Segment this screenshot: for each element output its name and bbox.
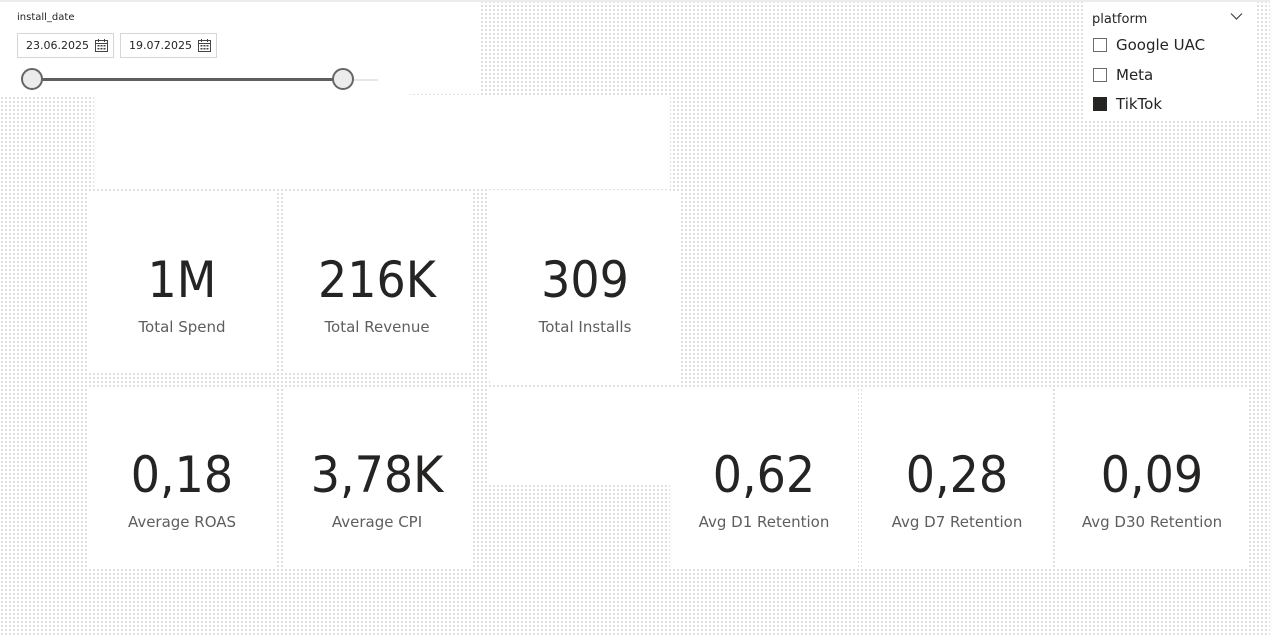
kpi-label: Total Installs (538, 318, 632, 336)
top-border (0, 0, 1270, 2)
kpi-card-avg-d1-retention[interactable]: 0,62 Avg D1 Retention (670, 388, 858, 568)
checkbox[interactable] (1093, 68, 1107, 82)
kpi-value: 216K (318, 251, 436, 309)
kpi-value: 0,18 (130, 446, 234, 504)
calendar-icon[interactable] (95, 39, 108, 52)
blank-area (94, 96, 670, 188)
slider-end-handle[interactable] (332, 68, 354, 90)
start-date-input[interactable]: 23.06.2025 (17, 33, 114, 58)
checkbox[interactable] (1093, 38, 1107, 52)
platform-option-google-uac[interactable]: Google UAC (1092, 35, 1242, 55)
kpi-label: Avg D30 Retention (1081, 513, 1223, 531)
blank-area (488, 388, 670, 483)
end-date-value: 19.07.2025 (129, 39, 192, 52)
kpi-value: 0,09 (1100, 446, 1204, 504)
kpi-card-total-revenue[interactable]: 216K Total Revenue (283, 193, 471, 373)
kpi-card-average-roas[interactable]: 0,18 Average ROAS (88, 388, 276, 568)
kpi-label: Total Revenue (324, 318, 430, 336)
platform-slicer: platform Google UAC Meta TikTok (1083, 2, 1255, 120)
kpi-value: 1M (147, 251, 217, 309)
kpi-label: Avg D7 Retention (891, 513, 1023, 531)
start-date-value: 23.06.2025 (26, 39, 89, 52)
kpi-value: 3,78K (310, 446, 444, 504)
chevron-down-icon[interactable] (1230, 12, 1243, 21)
kpi-value: 0,28 (905, 446, 1009, 504)
kpi-card-avg-d30-retention[interactable]: 0,09 Avg D30 Retention (1057, 388, 1247, 568)
platform-option-label: TikTok (1116, 95, 1163, 113)
kpi-value: 0,62 (712, 446, 816, 504)
kpi-card-average-cpi[interactable]: 3,78K Average CPI (283, 388, 471, 568)
kpi-label: Average CPI (331, 513, 423, 531)
kpi-card-avg-d7-retention[interactable]: 0,28 Avg D7 Retention (862, 388, 1052, 568)
calendar-icon[interactable] (198, 39, 211, 52)
kpi-value: 309 (541, 251, 629, 309)
kpi-label: Average ROAS (127, 513, 237, 531)
checkbox-checked[interactable] (1093, 97, 1107, 111)
kpi-card-total-installs[interactable]: 309 Total Installs (490, 193, 680, 383)
date-range-slider-fill[interactable] (32, 78, 343, 81)
slider-start-handle[interactable] (21, 68, 43, 90)
platform-option-label: Google UAC (1116, 36, 1206, 54)
platform-option-meta[interactable]: Meta (1092, 65, 1242, 85)
platform-option-tiktok[interactable]: TikTok (1092, 94, 1242, 114)
platform-option-label: Meta (1116, 66, 1154, 84)
slicer-title: install_date (17, 12, 75, 23)
kpi-label: Total Spend (138, 318, 226, 336)
slicer-title: platform (1092, 12, 1148, 27)
end-date-input[interactable]: 19.07.2025 (120, 33, 217, 58)
kpi-card-total-spend[interactable]: 1M Total Spend (88, 193, 276, 373)
install-date-slicer: install_date 23.06.2025 19.07.2025 (0, 2, 410, 96)
kpi-label: Avg D1 Retention (698, 513, 830, 531)
